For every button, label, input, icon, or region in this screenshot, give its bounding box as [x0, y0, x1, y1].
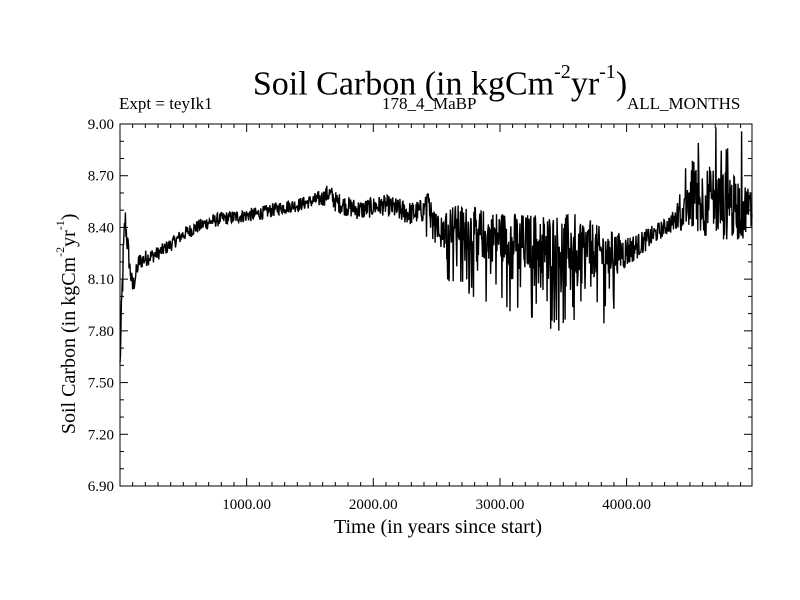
- axis-ticks: [120, 123, 752, 487]
- y-tick-label: 8.70: [88, 169, 114, 185]
- x-tick-label: 2000.00: [349, 497, 398, 513]
- plot-frame: [119, 123, 753, 487]
- series-line: [119, 127, 753, 363]
- x-axis-label: Time (in years since start): [333, 516, 543, 538]
- y-tick-label: 7.50: [88, 376, 114, 392]
- expt-label: Expt = teyIk1: [119, 94, 213, 113]
- months-label: ALL_MONTHS: [627, 94, 741, 113]
- y-tick-label: 9.00: [88, 117, 114, 133]
- y-tick-label: 7.20: [88, 427, 114, 443]
- chart-title: Soil Carbon (in kgCm-2yr-1): [0, 56, 800, 104]
- title-sup-1: -2: [554, 61, 571, 83]
- y-tick-label: 8.40: [88, 220, 114, 236]
- y-tick-label: 6.90: [88, 479, 114, 495]
- title-text: Soil Carbon (in kgCm: [252, 65, 555, 103]
- tick-labels: 1000.00 2000.00 3000.00 4000.00 6.90 7.20 7.50…: [88, 117, 651, 513]
- x-tick-label: 3000.00: [476, 497, 525, 513]
- title-sup-2: -1: [599, 61, 616, 83]
- y-tick-label: 7.80: [88, 324, 114, 340]
- x-tick-label: 1000.00: [222, 497, 271, 513]
- period-label: 178_4_MaBP: [382, 94, 477, 113]
- title-mid: yr: [570, 65, 600, 103]
- y-tick-label: 8.10: [88, 272, 114, 288]
- x-tick-label: 4000.00: [602, 497, 651, 513]
- title-end: ): [615, 65, 628, 103]
